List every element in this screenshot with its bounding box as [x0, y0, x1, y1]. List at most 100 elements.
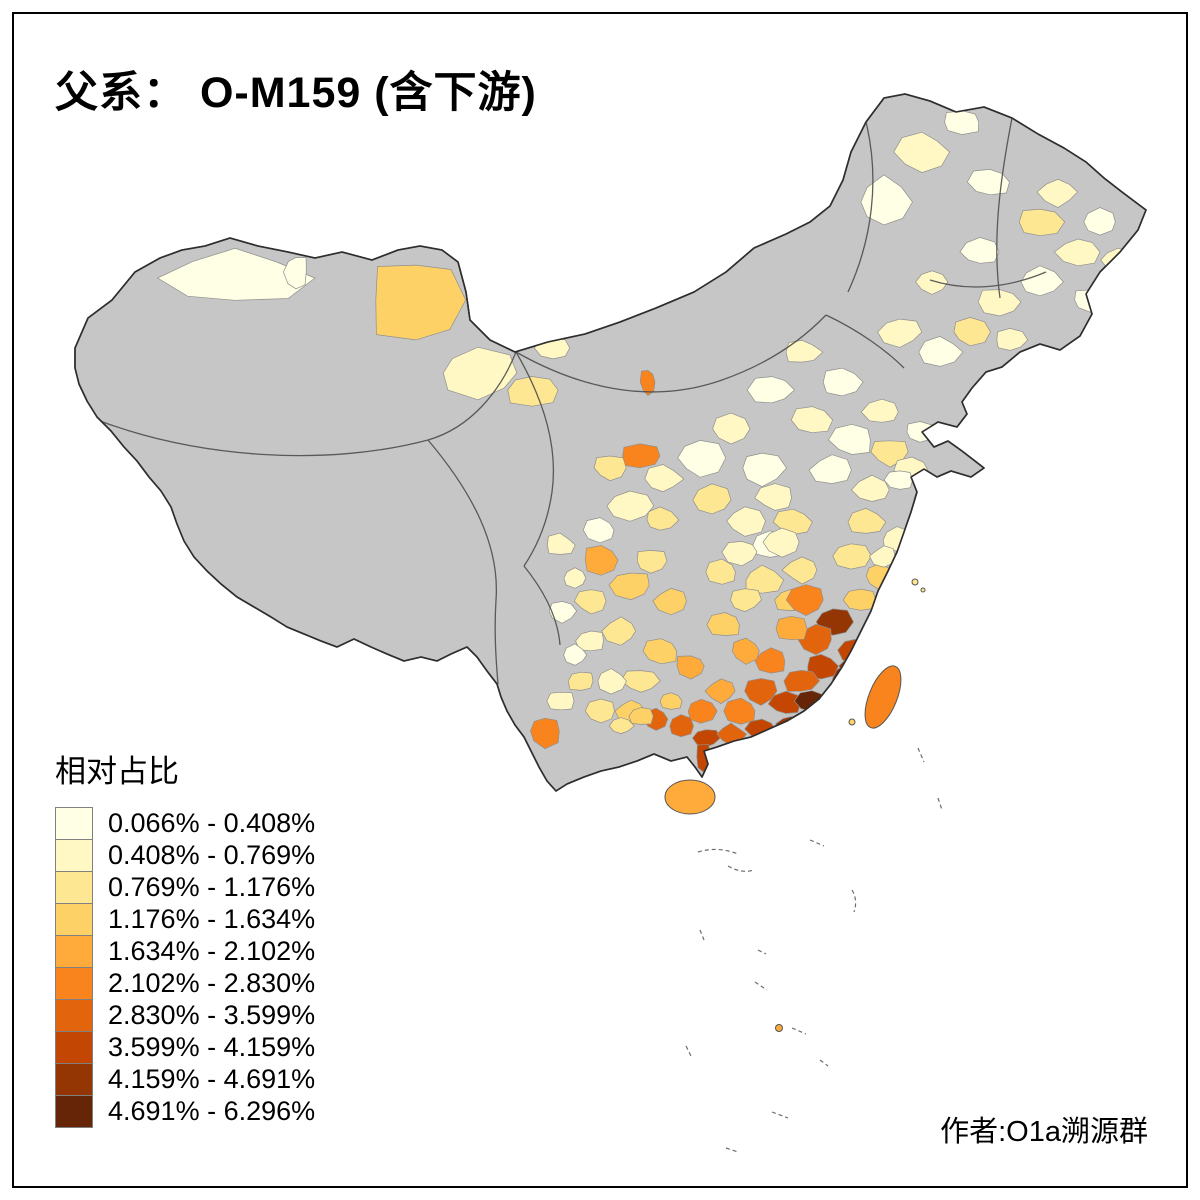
legend-item: 0.066% - 0.408% [55, 807, 315, 840]
islands [664, 578, 926, 1032]
attribution: 作者:O1a溯源群 [940, 1116, 1148, 1148]
map-region [584, 698, 615, 724]
legend-item: 1.634% - 2.102% [55, 935, 315, 968]
map-region [636, 550, 668, 574]
map-region [742, 452, 788, 487]
map-region [608, 572, 650, 601]
legend-swatch [55, 935, 93, 968]
legend-label: 4.159% - 4.691% [108, 1064, 316, 1094]
map-region [652, 587, 687, 616]
map-region [156, 247, 316, 301]
map-region [659, 692, 683, 710]
map-region [767, 690, 801, 714]
map-region [847, 507, 887, 534]
map-region [622, 443, 661, 469]
map-region [807, 654, 839, 680]
legend-label: 1.634% - 2.102% [108, 936, 316, 966]
map-region [601, 616, 637, 646]
map-region [584, 545, 619, 576]
map-region [790, 406, 834, 434]
map-region [726, 506, 766, 537]
map-region [828, 423, 871, 455]
map-region [606, 490, 655, 522]
offshore-islet [848, 718, 856, 726]
map-region [959, 237, 1000, 264]
legend-swatch [55, 967, 93, 1000]
map-region [1036, 178, 1079, 209]
map-region [593, 455, 627, 482]
map-region [869, 545, 896, 568]
map-region [721, 541, 758, 567]
map-region [893, 131, 950, 173]
map-region [687, 698, 718, 724]
map-region [608, 717, 635, 734]
legend-swatch [55, 1031, 93, 1064]
map-region [567, 671, 594, 691]
legend-item: 2.102% - 2.830% [55, 967, 315, 1000]
map-region [885, 587, 911, 608]
map-region [642, 638, 677, 665]
map-region [785, 339, 824, 363]
legend-item: 0.408% - 0.769% [55, 839, 315, 872]
map-region [996, 328, 1029, 351]
map-region [775, 615, 808, 641]
map-region [977, 289, 1022, 317]
map-region [744, 678, 778, 706]
map-region [746, 376, 796, 404]
map-region [669, 714, 694, 738]
map-region [953, 317, 991, 347]
legend-item: 4.159% - 4.691% [55, 1063, 315, 1096]
map-region [808, 454, 852, 484]
legend-item: 4.691% - 6.296% [55, 1095, 315, 1128]
map-region [692, 483, 732, 515]
legend-label: 2.102% - 2.830% [108, 968, 316, 998]
map-region [762, 527, 800, 558]
south-china-sea-dashes [685, 747, 943, 1153]
map-region [877, 318, 923, 348]
legend: 相对占比 0.066% - 0.408% 0.408% - 0.769% 0.7… [55, 746, 315, 1128]
map-region [832, 543, 872, 570]
legend-swatch [55, 1063, 93, 1096]
map-region [692, 729, 721, 748]
legend-item: 3.599% - 4.159% [55, 1031, 315, 1064]
map-region [860, 398, 899, 423]
map-region [677, 440, 727, 478]
map-region [546, 691, 575, 711]
page-title: 父系： O-M159 (含下游) [55, 69, 537, 117]
map-region [644, 464, 685, 493]
map-region [732, 637, 760, 665]
map-region [783, 670, 820, 692]
map-region [723, 697, 756, 725]
map-region [754, 647, 786, 674]
legend-label: 4.691% - 6.296% [108, 1096, 316, 1126]
legend-item: 1.176% - 1.634% [55, 903, 315, 936]
legend-item: 2.830% - 3.599% [55, 999, 315, 1032]
map-region [781, 556, 818, 585]
map-region [639, 370, 656, 397]
legend-swatch [55, 1095, 93, 1128]
legend-swatch [55, 839, 93, 872]
map-region [966, 169, 1010, 196]
legend-label: 0.769% - 1.176% [108, 872, 316, 902]
offshore-islet [775, 1024, 783, 1032]
map-region [824, 697, 848, 716]
map-region [915, 270, 949, 295]
map-region [913, 489, 946, 514]
map-region [918, 336, 964, 367]
map-region [883, 470, 913, 490]
map-region [1020, 265, 1064, 297]
map-region [842, 588, 877, 611]
map-region [575, 630, 604, 652]
map-region [855, 650, 880, 674]
map-region [628, 707, 654, 725]
map-region [563, 567, 587, 589]
legend-label: 0.408% - 0.769% [108, 840, 316, 870]
map-region [860, 174, 913, 226]
map-region [944, 110, 980, 135]
map-region [696, 744, 711, 772]
map-region [676, 655, 705, 680]
map-region [706, 612, 740, 636]
map-region [646, 506, 680, 531]
map-region [283, 257, 307, 290]
